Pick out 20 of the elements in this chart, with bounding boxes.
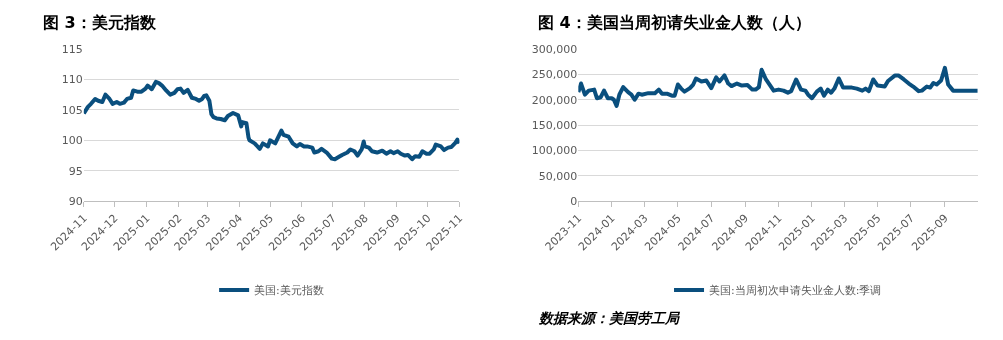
y-tick-label: 150,000 xyxy=(531,118,578,132)
y-tick-label: 110 xyxy=(61,73,83,87)
y-tick-label: 250,000 xyxy=(531,68,578,82)
y-tick-label: 95 xyxy=(68,164,83,178)
y-tick-label: 105 xyxy=(61,103,83,117)
y-tick-label: 115 xyxy=(61,42,83,56)
y-tick-label: 100 xyxy=(61,134,83,148)
legend-label: 美国:当周初次申请失业金人数:季调 xyxy=(709,284,882,298)
y-tick-label: 90 xyxy=(68,195,83,209)
y-tick-label: 0 xyxy=(570,195,578,209)
line-series xyxy=(578,65,978,108)
y-tick-label: 200,000 xyxy=(531,93,578,107)
chart-title: 图 3：美元指数 xyxy=(43,13,157,32)
line-series xyxy=(83,79,460,162)
y-tick-label: 100,000 xyxy=(531,144,578,158)
legend-label: 美国:美元指数 xyxy=(254,284,324,298)
chart-title: 图 4：美国当周初请失业金人数（人） xyxy=(538,13,811,32)
source-note: 数据来源：美国劳工局 xyxy=(538,310,681,326)
y-tick-label: 300,000 xyxy=(531,42,578,56)
y-tick-label: 50,000 xyxy=(538,169,578,183)
